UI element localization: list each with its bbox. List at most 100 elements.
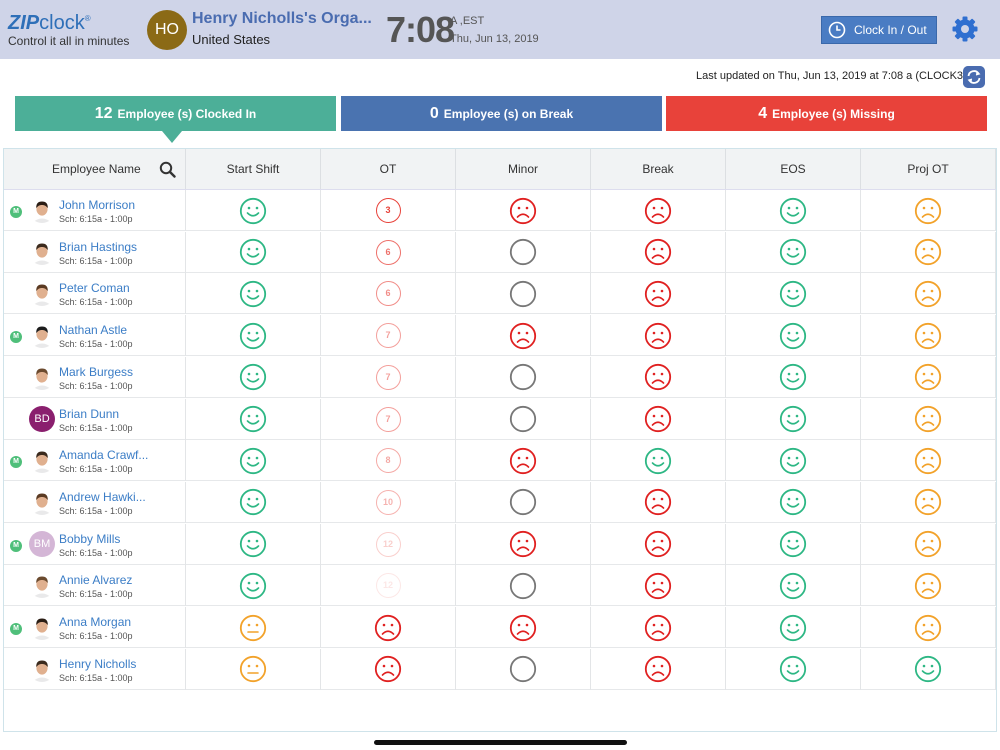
status-cell-proj-ot[interactable] — [861, 190, 996, 231]
employee-name[interactable]: Annie Alvarez — [59, 573, 133, 588]
status-cell-break[interactable] — [591, 565, 726, 607]
refresh-icon[interactable] — [963, 66, 985, 88]
employee-name[interactable]: Nathan Astle — [59, 323, 128, 338]
status-cell-ot[interactable]: 7 — [321, 398, 456, 440]
status-cell-eos[interactable] — [726, 565, 861, 607]
table-row[interactable]: Andrew Hawki... Sch: 6:15a - 1:00p 10 — [4, 481, 996, 523]
status-cell-minor[interactable] — [456, 398, 591, 440]
status-cell-minor[interactable] — [456, 565, 591, 607]
tab-missing[interactable]: 4 Employee (s) Missing — [666, 96, 987, 131]
status-cell-start-shift[interactable] — [186, 398, 321, 440]
status-cell-minor[interactable] — [456, 315, 591, 357]
employee-name[interactable]: Peter Coman — [59, 281, 130, 296]
status-cell-proj-ot[interactable] — [861, 607, 996, 648]
table-row[interactable]: Peter Coman Sch: 6:15a - 1:00p 6 — [4, 273, 996, 315]
column-header-break[interactable]: Break — [591, 149, 726, 189]
status-cell-eos[interactable] — [726, 440, 861, 482]
employee-name[interactable]: Brian Hastings — [59, 239, 138, 254]
status-cell-eos[interactable] — [726, 273, 861, 315]
status-cell-break[interactable] — [591, 440, 726, 482]
status-cell-proj-ot[interactable] — [861, 648, 996, 690]
status-cell-eos[interactable] — [726, 481, 861, 523]
status-cell-break[interactable] — [591, 315, 726, 357]
status-cell-ot[interactable]: 12 — [321, 523, 456, 565]
status-cell-proj-ot[interactable] — [861, 440, 996, 482]
employee-cell[interactable]: M Nathan Astle Sch: 6:15a - 1:00p — [4, 315, 186, 357]
column-header-start-shift[interactable]: Start Shift — [186, 149, 321, 189]
status-cell-start-shift[interactable] — [186, 273, 321, 315]
home-indicator[interactable] — [374, 740, 627, 745]
status-cell-ot[interactable] — [321, 648, 456, 690]
status-cell-proj-ot[interactable] — [861, 315, 996, 357]
employee-cell[interactable]: Andrew Hawki... Sch: 6:15a - 1:00p — [4, 481, 186, 523]
column-header-eos[interactable]: EOS — [726, 149, 861, 189]
column-header-proj-ot[interactable]: Proj OT — [861, 149, 996, 189]
employee-cell[interactable]: Mark Burgess Sch: 6:15a - 1:00p — [4, 356, 186, 398]
status-cell-eos[interactable] — [726, 315, 861, 357]
employee-cell[interactable]: BD Brian Dunn Sch: 6:15a - 1:00p — [4, 398, 186, 440]
status-cell-start-shift[interactable] — [186, 481, 321, 523]
employee-cell[interactable]: Brian Hastings Sch: 6:15a - 1:00p — [4, 231, 186, 273]
status-cell-break[interactable] — [591, 231, 726, 273]
column-header-ot[interactable]: OT — [321, 149, 456, 189]
status-cell-break[interactable] — [591, 607, 726, 648]
status-cell-eos[interactable] — [726, 356, 861, 398]
employee-name[interactable]: Andrew Hawki... — [59, 489, 146, 504]
column-header-employee-name[interactable]: Employee Name — [4, 149, 186, 189]
status-cell-break[interactable] — [591, 356, 726, 398]
table-row[interactable]: M Nathan Astle Sch: 6:15a - 1:00p 7 — [4, 315, 996, 357]
employee-cell[interactable]: M John Morrison Sch: 6:15a - 1:00p — [4, 190, 186, 231]
status-cell-minor[interactable] — [456, 523, 591, 565]
employee-name[interactable]: Brian Dunn — [59, 406, 120, 421]
status-cell-minor[interactable] — [456, 190, 591, 231]
employee-name[interactable]: Anna Morgan — [59, 615, 132, 629]
status-cell-ot[interactable] — [321, 607, 456, 648]
employee-cell[interactable]: Peter Coman Sch: 6:15a - 1:00p — [4, 273, 186, 315]
status-cell-eos[interactable] — [726, 190, 861, 231]
status-cell-proj-ot[interactable] — [861, 273, 996, 315]
status-cell-proj-ot[interactable] — [861, 523, 996, 565]
status-cell-minor[interactable] — [456, 356, 591, 398]
table-row[interactable]: M John Morrison Sch: 6:15a - 1:00p 3 — [4, 190, 996, 231]
table-row[interactable]: Brian Hastings Sch: 6:15a - 1:00p 6 — [4, 231, 996, 273]
status-cell-proj-ot[interactable] — [861, 565, 996, 607]
tab-clocked-in[interactable]: 12 Employee (s) Clocked In — [15, 96, 336, 131]
status-cell-minor[interactable] — [456, 481, 591, 523]
status-cell-proj-ot[interactable] — [861, 481, 996, 523]
employee-cell[interactable]: M Amanda Crawf... Sch: 6:15a - 1:00p — [4, 440, 186, 482]
status-cell-break[interactable] — [591, 523, 726, 565]
table-row[interactable]: M Amanda Crawf... Sch: 6:15a - 1:00p 8 — [4, 440, 996, 482]
status-cell-start-shift[interactable] — [186, 190, 321, 231]
org-name[interactable]: Henry Nicholls's Orga... — [192, 10, 372, 27]
status-cell-ot[interactable]: 6 — [321, 273, 456, 315]
status-cell-eos[interactable] — [726, 231, 861, 273]
status-cell-ot[interactable]: 10 — [321, 481, 456, 523]
status-cell-proj-ot[interactable] — [861, 356, 996, 398]
status-cell-minor[interactable] — [456, 273, 591, 315]
table-row[interactable]: BD Brian Dunn Sch: 6:15a - 1:00p 7 — [4, 398, 996, 440]
status-cell-break[interactable] — [591, 190, 726, 231]
status-cell-proj-ot[interactable] — [861, 398, 996, 440]
table-row[interactable]: M Anna Morgan Sch: 6:15a - 1:00p — [4, 607, 996, 648]
status-cell-minor[interactable] — [456, 231, 591, 273]
employee-cell[interactable]: M BM Bobby Mills Sch: 6:15a - 1:00p — [4, 523, 186, 565]
status-cell-minor[interactable] — [456, 607, 591, 648]
status-cell-ot[interactable]: 6 — [321, 231, 456, 273]
status-cell-start-shift[interactable] — [186, 565, 321, 607]
table-row[interactable]: Mark Burgess Sch: 6:15a - 1:00p 7 — [4, 356, 996, 398]
employee-cell[interactable]: M Anna Morgan Sch: 6:15a - 1:00p — [4, 607, 186, 648]
table-row[interactable]: M BM Bobby Mills Sch: 6:15a - 1:00p 12 — [4, 523, 996, 565]
tab-on-break[interactable]: 0 Employee (s) on Break — [341, 96, 662, 131]
clock-in-out-button[interactable]: Clock In / Out — [821, 16, 937, 44]
employee-name[interactable]: Bobby Mills — [59, 531, 121, 546]
org-avatar[interactable]: HO — [147, 10, 187, 50]
employee-name[interactable]: Amanda Crawf... — [59, 448, 149, 463]
status-cell-ot[interactable]: 8 — [321, 440, 456, 482]
status-cell-ot[interactable]: 7 — [321, 356, 456, 398]
status-cell-ot[interactable]: 7 — [321, 315, 456, 357]
status-cell-start-shift[interactable] — [186, 440, 321, 482]
status-cell-eos[interactable] — [726, 398, 861, 440]
status-cell-ot[interactable]: 3 — [321, 190, 456, 231]
status-cell-minor[interactable] — [456, 648, 591, 690]
status-cell-eos[interactable] — [726, 523, 861, 565]
